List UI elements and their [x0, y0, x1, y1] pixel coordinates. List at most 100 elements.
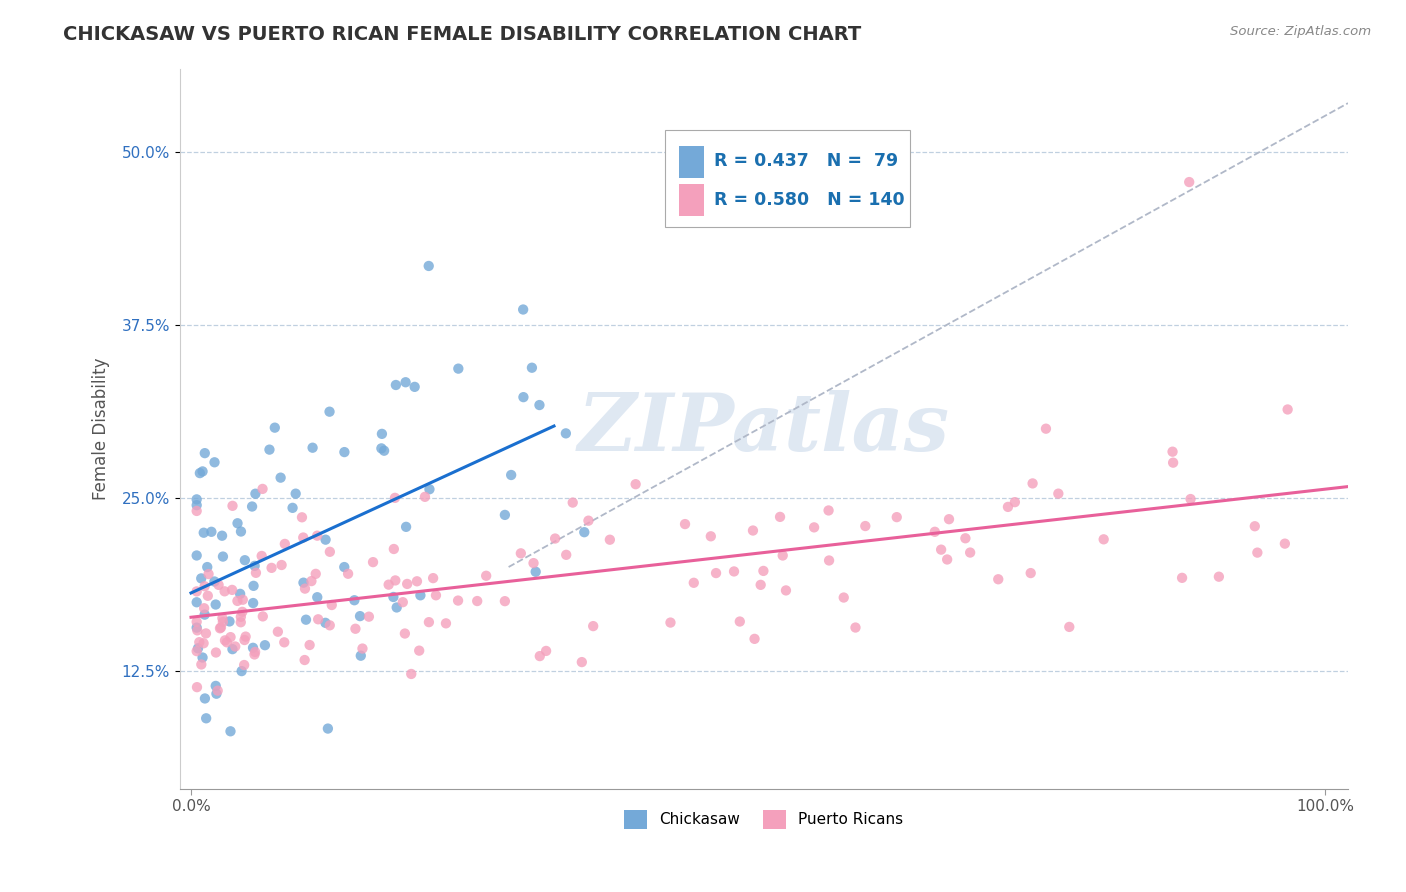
Point — [987, 572, 1010, 586]
Point — [233, 553, 256, 567]
Point — [512, 302, 534, 317]
Point — [357, 609, 380, 624]
FancyBboxPatch shape — [665, 129, 910, 227]
Point — [193, 525, 215, 540]
Point — [382, 590, 405, 604]
Point — [305, 566, 328, 581]
Point — [582, 619, 605, 633]
Point — [924, 524, 946, 539]
Point — [242, 579, 264, 593]
Point — [803, 520, 825, 534]
Point — [274, 537, 297, 551]
Point — [529, 649, 551, 664]
Point — [211, 611, 233, 625]
Point — [195, 711, 218, 725]
Point — [194, 626, 217, 640]
Point — [394, 376, 416, 390]
Point — [270, 558, 292, 572]
Point — [218, 615, 240, 629]
Point — [333, 445, 356, 459]
Point — [1180, 491, 1202, 506]
Point — [997, 500, 1019, 514]
Point — [224, 640, 246, 654]
Point — [1208, 570, 1230, 584]
Point — [1047, 486, 1070, 500]
Point — [194, 691, 217, 706]
Point — [465, 594, 488, 608]
Point — [555, 548, 578, 562]
Point — [194, 446, 217, 460]
Point — [319, 545, 342, 559]
Point — [253, 638, 276, 652]
Point — [1161, 444, 1184, 458]
Point — [817, 503, 839, 517]
Point — [270, 470, 292, 484]
Text: R = 0.437   N =  79: R = 0.437 N = 79 — [714, 153, 897, 170]
Point — [401, 667, 423, 681]
Point — [352, 641, 374, 656]
Point — [752, 564, 775, 578]
Point — [226, 516, 249, 531]
Point — [769, 509, 792, 524]
Point — [350, 648, 373, 663]
Point — [509, 546, 531, 560]
Point — [267, 624, 290, 639]
Point — [307, 612, 329, 626]
Point — [194, 607, 217, 622]
Point — [314, 615, 336, 630]
Point — [744, 632, 766, 646]
Point — [1021, 476, 1043, 491]
Point — [524, 565, 547, 579]
Point — [384, 491, 406, 505]
Point — [578, 514, 600, 528]
Point — [385, 378, 408, 392]
Point — [187, 641, 209, 656]
Point — [704, 566, 727, 580]
Point — [749, 578, 772, 592]
Point — [1178, 175, 1201, 189]
Text: R = 0.580   N = 140: R = 0.580 N = 140 — [714, 191, 904, 209]
Point — [938, 512, 960, 526]
Point — [186, 498, 208, 512]
Point — [243, 558, 266, 573]
Point — [1246, 546, 1268, 560]
Point — [245, 487, 267, 501]
Point — [522, 556, 544, 570]
Point — [260, 561, 283, 575]
Point — [853, 519, 876, 533]
Point — [1171, 571, 1194, 585]
Point — [886, 510, 908, 524]
Point — [1059, 620, 1081, 634]
Point — [501, 468, 523, 483]
Point — [186, 504, 208, 518]
Point — [186, 624, 208, 638]
Point — [673, 517, 696, 532]
Point — [204, 598, 226, 612]
Point — [194, 579, 217, 593]
Point — [494, 594, 516, 608]
Point — [250, 549, 273, 563]
Point — [520, 360, 543, 375]
Point — [211, 529, 233, 543]
Point — [818, 553, 841, 567]
Point — [233, 633, 256, 648]
Point — [385, 600, 408, 615]
Point — [475, 568, 498, 582]
Point — [384, 574, 406, 588]
Point — [574, 525, 596, 540]
Point — [700, 529, 723, 543]
Point — [382, 541, 405, 556]
Point — [371, 426, 394, 441]
Point — [186, 644, 208, 658]
Point — [404, 380, 426, 394]
Point — [229, 615, 252, 630]
Point — [226, 594, 249, 608]
Point — [204, 574, 226, 589]
Point — [186, 615, 208, 629]
Point — [291, 510, 314, 524]
Point — [252, 609, 274, 624]
Point — [195, 560, 218, 574]
Point — [207, 578, 229, 592]
Point — [425, 588, 447, 602]
Point — [361, 555, 384, 569]
